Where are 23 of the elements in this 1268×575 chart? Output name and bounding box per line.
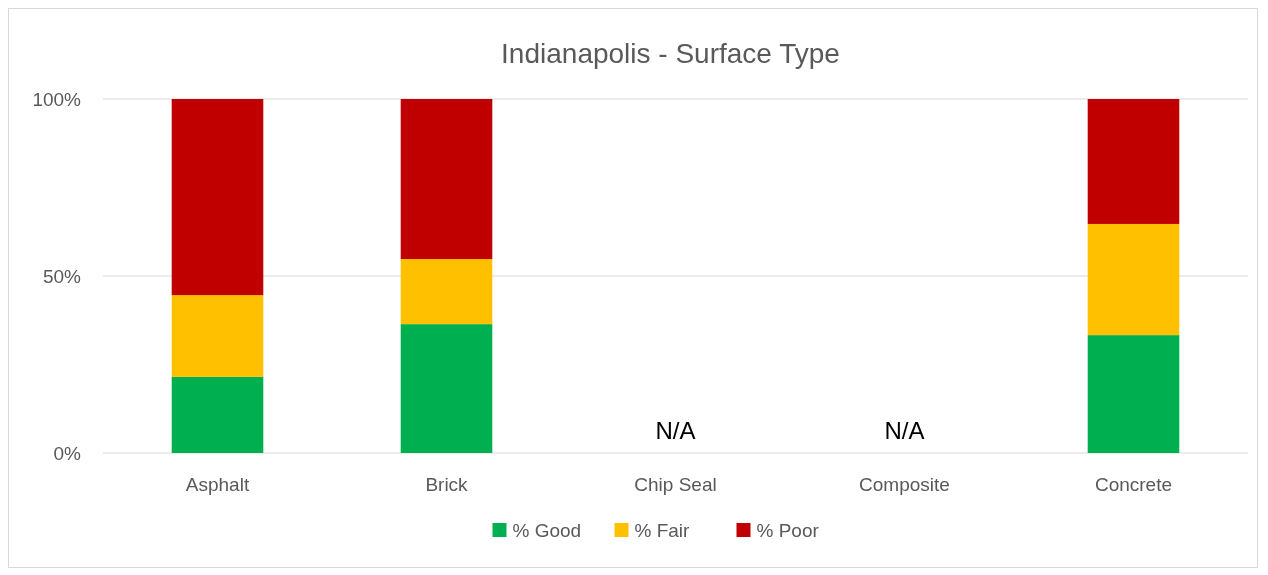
bar bbox=[400, 324, 493, 453]
x-tick-label: Chip Seal bbox=[634, 474, 717, 495]
x-tick-label: Brick bbox=[425, 474, 469, 495]
annotation: N/A bbox=[884, 417, 925, 444]
y-tick-label: 0% bbox=[53, 442, 82, 464]
legend-label: % Fair bbox=[634, 520, 691, 541]
x-tick-label: Asphalt bbox=[185, 474, 250, 495]
x-tick-label: Concrete bbox=[1094, 474, 1173, 495]
bar bbox=[171, 99, 264, 296]
y-tick-label: 100% bbox=[32, 88, 82, 110]
bar bbox=[171, 376, 264, 453]
x-tick-label: Composite bbox=[859, 474, 950, 495]
annotation: N/A bbox=[655, 417, 696, 444]
legend-label: % Poor bbox=[756, 520, 820, 541]
bar bbox=[171, 295, 264, 377]
legend-label: % Good bbox=[512, 520, 582, 541]
y-tick-label: 50% bbox=[42, 265, 82, 287]
chart-title: Indianapolis - Surface Type bbox=[501, 38, 840, 69]
bar bbox=[1087, 223, 1180, 336]
bar bbox=[400, 99, 493, 260]
bar bbox=[400, 259, 493, 325]
bar bbox=[1087, 99, 1180, 224]
bar bbox=[1087, 335, 1180, 453]
